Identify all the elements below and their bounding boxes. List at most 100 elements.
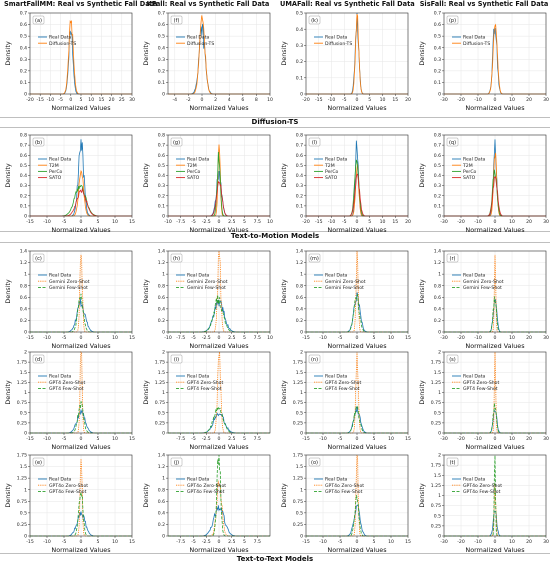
x-tick-label: 2.5 [228, 335, 235, 341]
legend-entry: Gemini Few-Shot [325, 285, 364, 291]
x-tick-label: 20 [526, 539, 532, 545]
chart-panel-i: -7.5 -5 -2.5 0 2.5 5 7.5 0 0.25 0.5 0.75 1 1.25 1.5 1.… [142, 350, 271, 451]
y-tick-label: 0 [300, 92, 303, 98]
x-tick-label: 20 [405, 97, 411, 103]
x-tick-label: -30 [440, 436, 448, 442]
y-tick-label: 0 [438, 431, 441, 437]
x-tick-label: 10 [388, 335, 394, 341]
section-separator [0, 553, 550, 554]
y-tick-label: 0.75 [431, 400, 441, 406]
x-tick-label: 10 [112, 219, 118, 225]
x-tick-label: 30 [543, 219, 549, 225]
y-tick-label: 0.4 [158, 306, 165, 312]
y-tick-label: 0.5 [434, 163, 441, 169]
x-tick-label: 0 [218, 335, 221, 341]
x-tick-label: 0 [201, 97, 204, 103]
x-tick-label: 25 [119, 97, 125, 103]
x-tick-label: 15 [405, 436, 411, 442]
y-tick-label: 0.2 [20, 193, 27, 199]
legend-entry: GPT4o Zero-Shot [49, 483, 88, 489]
x-tick-label: 20 [405, 219, 411, 225]
x-tick-label: 30 [543, 335, 549, 341]
y-tick-label: 1.75 [17, 453, 27, 459]
x-tick-label: 0 [218, 436, 221, 442]
panel-label: (o) [311, 460, 318, 466]
chart-panel-b: -15 -10 -5 0 5 10 15 0 0.1 0.2 0.3 0.4 0.5 0.6 0.7 0.8 N… [4, 133, 135, 234]
y-tick-label: 0.25 [293, 522, 303, 528]
y-tick-label: 1.4 [296, 249, 303, 255]
y-tick-label: 1.25 [17, 476, 27, 482]
x-tick-label: -5 [191, 436, 196, 442]
legend-entry: PerCo [187, 169, 201, 175]
x-axis-label: Normalized Values [465, 342, 525, 350]
y-tick-label: 0.8 [296, 133, 303, 139]
column-title-sisfall: SisFall: Real vs Synthetic Fall Data [419, 0, 549, 8]
y-tick-label: 0 [24, 431, 27, 437]
x-tick-label: -15 [26, 219, 34, 225]
y-axis-label: Density [142, 279, 150, 304]
y-tick-label: 2 [438, 350, 441, 356]
x-tick-label: 7.5 [254, 436, 261, 442]
x-tick-label: -5 [62, 335, 67, 341]
x-tick-label: -15 [36, 97, 44, 103]
y-tick-label: 0.25 [293, 420, 303, 426]
panel-label-box [308, 354, 321, 364]
y-tick-label: 0.2 [20, 318, 27, 324]
y-tick-label: 0.5 [296, 410, 303, 416]
x-tick-label: -10 [328, 219, 336, 225]
legend-entry: GPT4 Few-Shot [463, 386, 498, 392]
y-tick-label: 0 [24, 534, 27, 540]
y-tick-label: 1.75 [431, 463, 441, 469]
x-tick-label: 30 [543, 539, 549, 545]
panel-label-box [170, 354, 183, 364]
y-tick-label: 0 [24, 92, 27, 98]
x-tick-label: 5 [373, 436, 376, 442]
x-tick-label: 6 [241, 97, 244, 103]
x-tick-label: -10 [47, 97, 55, 103]
y-tick-label: 0.5 [434, 410, 441, 416]
x-tick-label: -10 [164, 335, 172, 341]
y-tick-label: 0 [300, 214, 303, 220]
x-tick-label: 5 [243, 539, 246, 545]
y-tick-label: 0.8 [20, 133, 27, 139]
x-tick-label: -7.5 [176, 539, 185, 545]
legend-entry: Gemini Zero-Shot [325, 279, 366, 285]
y-tick-label: 0.1 [296, 203, 303, 209]
x-tick-label: 0 [494, 335, 497, 341]
y-tick-label: 0.1 [158, 80, 165, 86]
panel-label-box [446, 15, 459, 25]
x-tick-label: 5 [97, 219, 100, 225]
panel-label-box [446, 354, 459, 364]
x-tick-label: 5 [243, 335, 246, 341]
x-tick-label: -15 [302, 335, 310, 341]
y-tick-label: 1.5 [434, 473, 441, 479]
x-tick-label: -10 [474, 219, 482, 225]
y-tick-label: 0.3 [158, 183, 165, 189]
panel-label-box [446, 253, 459, 263]
y-tick-label: 1 [162, 476, 165, 482]
y-tick-label: 0.8 [434, 283, 441, 289]
y-tick-label: 0.2 [158, 68, 165, 74]
panel-label-box [32, 253, 45, 263]
legend-entry: Real Data [187, 273, 210, 279]
x-tick-label: -5 [338, 335, 343, 341]
y-tick-label: 0.2 [296, 193, 303, 199]
y-tick-label: 0 [438, 92, 441, 98]
x-tick-label: 20 [109, 97, 115, 103]
y-tick-label: 1.25 [431, 483, 441, 489]
y-tick-label: 0.3 [20, 57, 27, 63]
chart-panel-a: -20 -15 -10 -5 0 5 10 15 20 25 30 0 0.1 0.2 0.3 0.4 0.5 0… [4, 11, 135, 112]
x-tick-label: 10 [509, 219, 515, 225]
legend-entry: GPT4o Zero-Shot [187, 483, 226, 489]
x-axis-label: Normalized Values [51, 226, 111, 234]
y-tick-label: 1.75 [431, 360, 441, 366]
x-tick-label: 15 [405, 539, 411, 545]
y-axis-label: Density [418, 279, 426, 304]
legend-entry: GPT4 Few-Shot [187, 386, 222, 392]
section-title-text-to-motion: Text-to-Motion Models [230, 232, 320, 240]
y-axis-label: Density [4, 483, 12, 508]
y-tick-label: 1 [438, 493, 441, 499]
x-tick-label: 10 [509, 539, 515, 545]
legend-entry: Real Data [463, 374, 486, 380]
panel-label: (n) [311, 357, 318, 363]
